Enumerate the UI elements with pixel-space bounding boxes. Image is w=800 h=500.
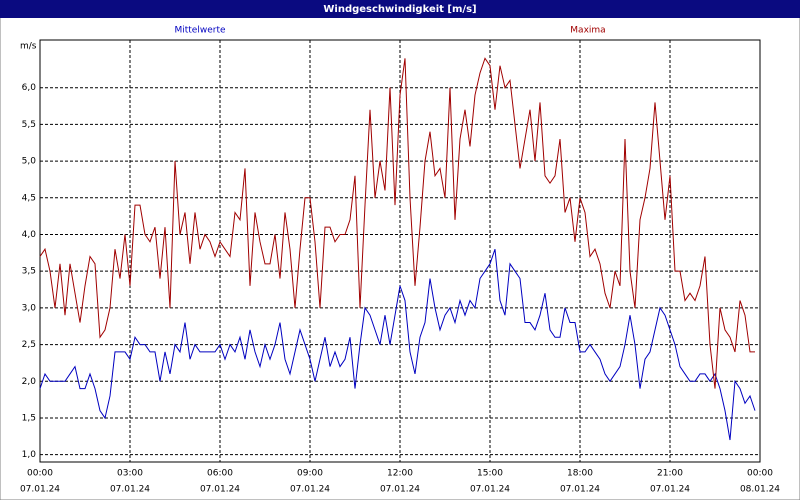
legend-label: Mittelwerte — [174, 26, 225, 36]
y-tick-label: 5,5 — [22, 120, 36, 130]
x-tick-date: 07.01.24 — [560, 485, 600, 495]
x-tick-date: 07.01.24 — [110, 485, 150, 495]
x-tick-label: 03:00 — [117, 469, 143, 479]
y-tick-label: 2,0 — [22, 377, 37, 387]
x-tick-date: 07.01.24 — [380, 485, 420, 495]
title-bar — [0, 0, 800, 18]
x-tick-label: 15:00 — [477, 469, 503, 479]
x-tick-label: 00:00 — [747, 469, 773, 479]
x-tick-date: 07.01.24 — [470, 485, 510, 495]
x-tick-label: 00:00 — [27, 469, 53, 479]
y-tick-label: 6,0 — [22, 83, 37, 93]
x-tick-date: 07.01.24 — [650, 485, 690, 495]
y-tick-label: 3,5 — [22, 267, 36, 277]
y-tick-label: 4,5 — [22, 193, 36, 203]
x-tick-label: 18:00 — [567, 469, 593, 479]
series-line — [39, 249, 756, 441]
x-tick-label: 12:00 — [387, 469, 413, 479]
x-tick-label: 21:00 — [657, 469, 683, 479]
x-tick-label: 06:00 — [207, 469, 233, 479]
y-tick-label: 3,0 — [22, 303, 37, 313]
y-tick-label: 1,0 — [22, 450, 37, 460]
x-tick-date: 07.01.24 — [290, 485, 330, 495]
x-tick-label: 09:00 — [297, 469, 323, 479]
x-tick-date: 07.01.24 — [200, 485, 240, 495]
x-tick-date: 07.01.24 — [20, 485, 60, 495]
y-tick-label: 4,0 — [22, 230, 37, 240]
x-tick-date: 08.01.24 — [740, 485, 780, 495]
y-tick-label: 2,5 — [22, 340, 36, 350]
series-line — [39, 57, 755, 389]
y-axis-label: m/s — [20, 42, 37, 52]
y-tick-label: 5,0 — [22, 157, 37, 167]
y-tick-label: 1,5 — [22, 413, 36, 423]
chart-title: Windgeschwindigkeit [m/s] — [323, 4, 476, 15]
legend-label: Maxima — [570, 26, 605, 36]
